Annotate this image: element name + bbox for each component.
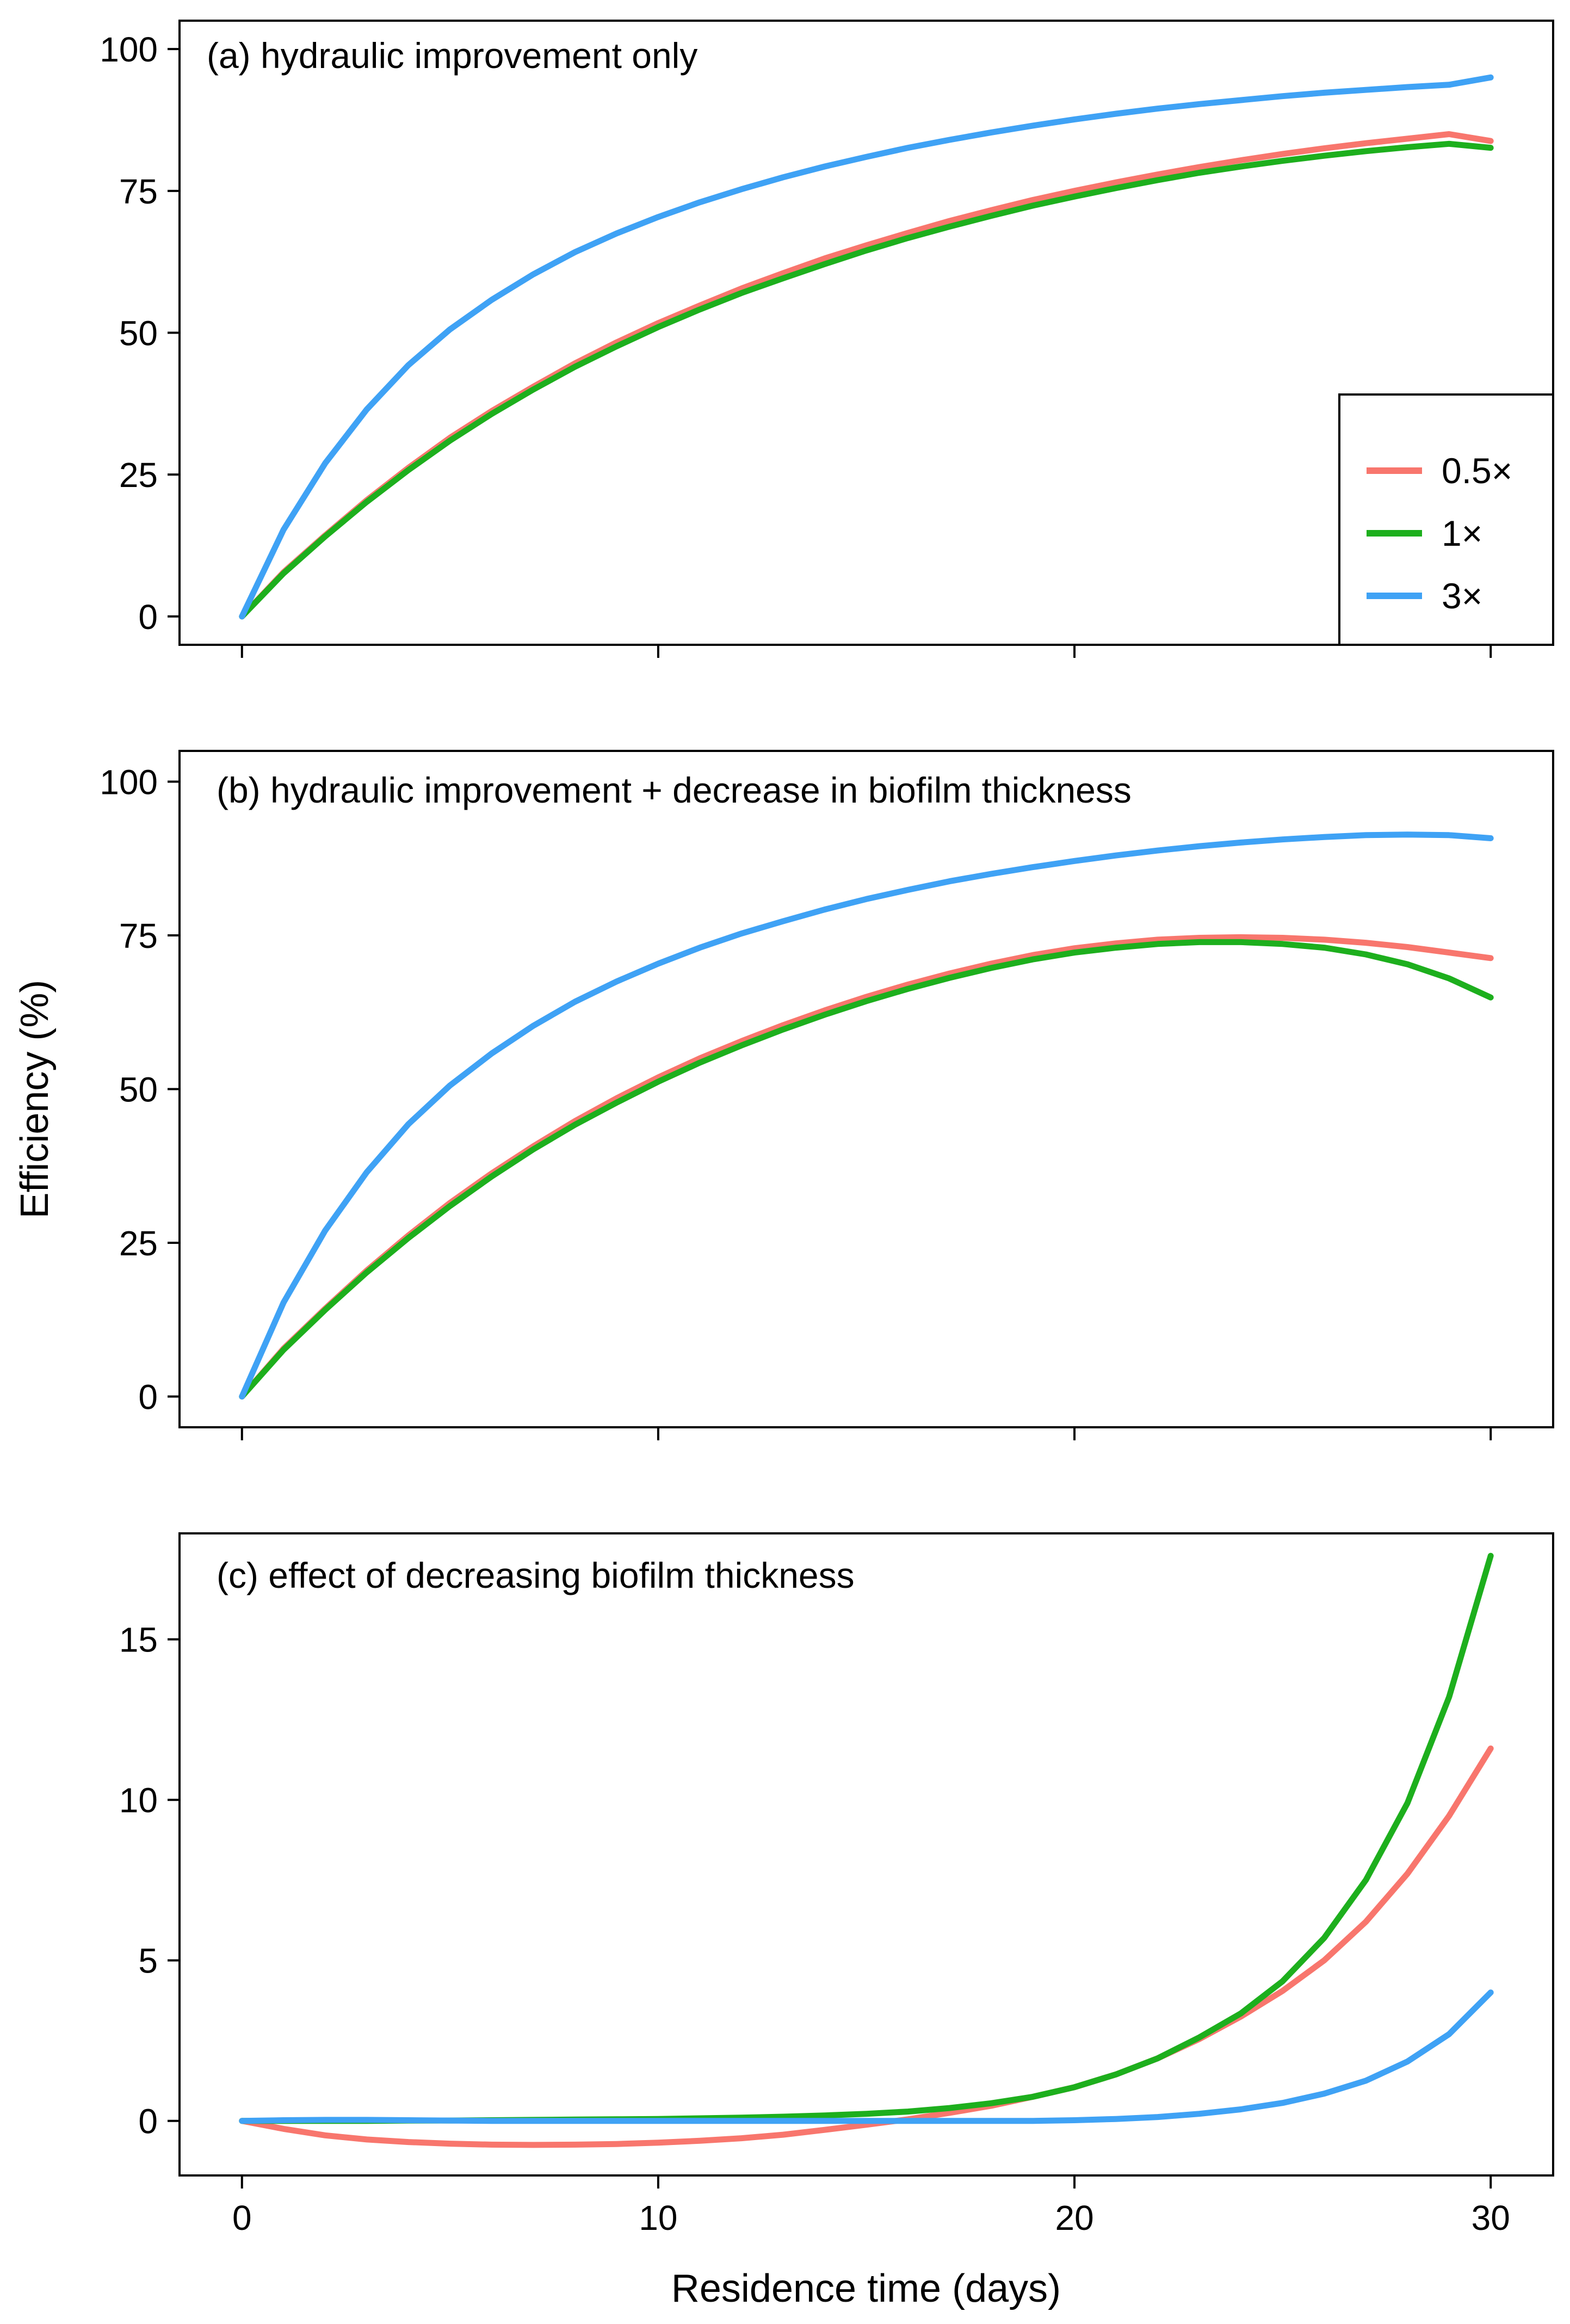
panel-c-xtick-label: 0 — [232, 2198, 252, 2237]
panel-b-series-0.5x — [239, 934, 1494, 1400]
y-axis-title: Efficiency (%) — [13, 980, 57, 1219]
panel-b-title: (b) hydraulic improvement + decrease in … — [217, 770, 1132, 810]
panel-a-series-3x — [239, 74, 1494, 620]
panel-a-series-0.5x — [239, 131, 1494, 620]
panel-b-series-3x — [239, 831, 1494, 1400]
panel-c-ytick-label: 10 — [119, 1781, 158, 1820]
panel-b-series — [239, 831, 1494, 1400]
legend-label-1x: 1× — [1442, 513, 1482, 553]
panel-a-ytick-label: 50 — [119, 314, 158, 353]
legend-box — [1338, 393, 1554, 646]
panel-b: 0 25 50 75 100 (b) hydraulic improvement + d… — [100, 750, 1554, 1440]
panel-a-ytick-label: 0 — [138, 597, 158, 637]
panel-b-series-1x — [239, 939, 1494, 1400]
panel-c-ytick-label: 15 — [119, 1620, 158, 1660]
panel-c-ytick-label: 5 — [138, 1941, 158, 1981]
legend-label-0.5x: 0.5× — [1442, 451, 1512, 491]
panel-a: 0 25 50 75 100 (a) hydraulic improvement onl… — [100, 20, 1554, 658]
panel-c-frame — [178, 1532, 1554, 2177]
panel-a-title: (a) hydraulic improvement only — [207, 35, 697, 76]
panel-c-series-0.5x — [239, 1745, 1494, 2148]
panel-b-frame — [178, 750, 1554, 1428]
panel-a-ytick-label: 100 — [100, 30, 158, 69]
legend: 0.5× 1× 3× — [1338, 393, 1554, 646]
panel-c-series — [239, 1552, 1494, 2148]
panel-c-series-3x — [239, 1989, 1494, 2124]
panel-b-ytick-label: 50 — [119, 1070, 158, 1109]
panel-c-series-1x — [239, 1552, 1494, 2124]
panel-c-xtick-label: 20 — [1055, 2198, 1093, 2237]
panel-c-xtick-label: 30 — [1472, 2198, 1510, 2237]
panel-c-title: (c) effect of decreasing biofilm thickne… — [217, 1555, 855, 1595]
panel-c: 0 5 10 15 0 10 20 30 (c) effect of decreasing b… — [119, 1532, 1554, 2237]
panel-c-ytick-label: 0 — [138, 2102, 158, 2141]
panel-b-ytick-label: 100 — [100, 763, 158, 802]
panel-a-ytick-label: 75 — [119, 172, 158, 211]
panel-a-series — [239, 74, 1494, 620]
panel-b-ytick-label: 25 — [119, 1224, 158, 1263]
panel-c-ticks: 0 5 10 15 0 10 20 30 — [119, 1620, 1510, 2237]
panel-b-ytick-label: 0 — [138, 1378, 158, 1417]
panel-a-ticks: 0 25 50 75 100 — [100, 30, 1492, 658]
panel-a-series-1x — [239, 140, 1494, 620]
legend-label-3x: 3× — [1442, 576, 1482, 616]
panel-b-ticks: 0 25 50 75 100 — [100, 763, 1492, 1440]
panel-b-ytick-label: 75 — [119, 916, 158, 956]
panel-c-xtick-label: 10 — [639, 2198, 677, 2237]
panel-a-ytick-label: 25 — [119, 455, 158, 495]
x-axis-title: Residence time (days) — [671, 2267, 1061, 2310]
